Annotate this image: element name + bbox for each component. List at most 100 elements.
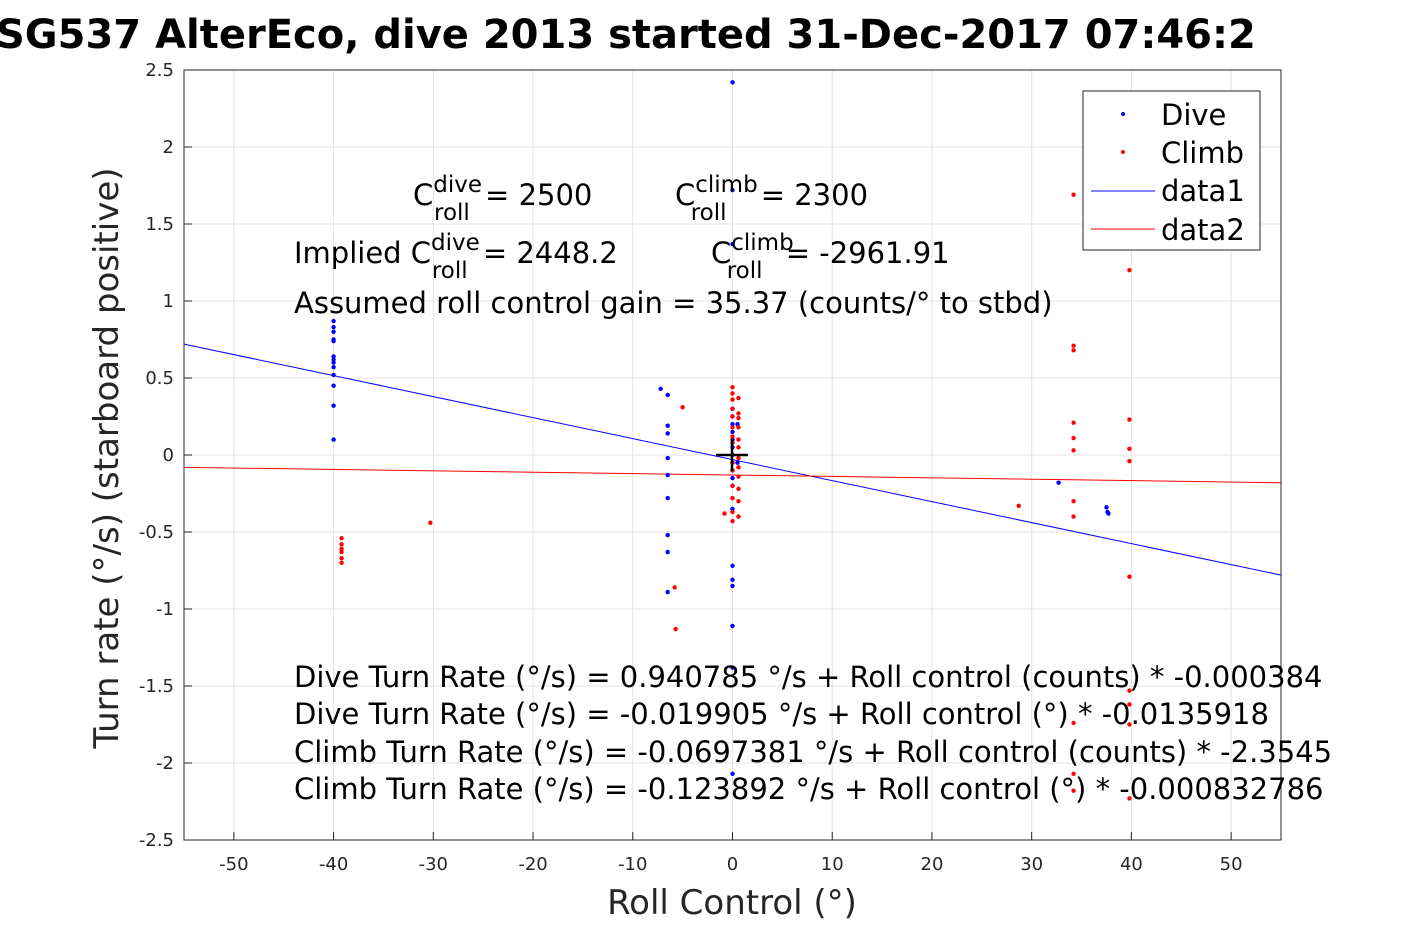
point-dive [331, 360, 336, 365]
point-dive [331, 372, 336, 378]
y-axis-label: Turn rate (°/s) (starboard positive) [87, 167, 127, 749]
point-climb [1071, 788, 1076, 793]
y-tick-label: -0.5 [139, 522, 174, 543]
point-climb [1071, 499, 1076, 504]
annotation-gain: Assumed roll control gain = 35.37 (count… [294, 286, 1053, 320]
point-climb [1071, 720, 1076, 726]
point-climb [1127, 688, 1132, 693]
point-dive [665, 549, 670, 555]
x-tick-label: 50 [1220, 854, 1243, 875]
point-dive [730, 422, 735, 427]
point-dive [730, 623, 735, 629]
point-dive [730, 577, 735, 582]
point-climb [730, 406, 735, 411]
point-dive [331, 324, 336, 330]
point-dive [1056, 480, 1061, 485]
point-climb [730, 385, 735, 390]
point-climb [1127, 722, 1132, 727]
point-climb [730, 425, 735, 430]
y-tick-label: -2.5 [139, 830, 174, 851]
x-tick-label: 20 [921, 854, 944, 875]
point-climb [339, 546, 344, 552]
point-climb [339, 535, 344, 541]
point-dive [730, 187, 735, 193]
point-dive [331, 318, 336, 324]
legend-data2-label: data2 [1161, 213, 1245, 247]
point-climb [1127, 796, 1132, 801]
x-axis-label: Roll Control (°) [607, 883, 857, 923]
y-tick-label: 1 [163, 291, 174, 312]
point-climb [428, 520, 433, 525]
x-tick-label: -20 [518, 854, 547, 875]
point-dive [331, 403, 336, 408]
point-climb [736, 486, 741, 492]
point-climb [339, 555, 344, 561]
x-tick-label: 30 [1020, 854, 1043, 875]
legend: Dive Climb data1 data2 [1082, 90, 1261, 251]
point-climb [1127, 574, 1132, 579]
y-tick-label: 1.5 [145, 214, 174, 235]
point-climb [722, 511, 727, 516]
y-tick-label: 0 [163, 445, 174, 466]
annotation-eq1: Dive Turn Rate (°/s) = 0.940785 °/s + Ro… [294, 660, 1322, 694]
point-climb [1127, 417, 1132, 422]
point-climb [680, 405, 685, 410]
point-climb [736, 499, 741, 504]
point-dive [730, 563, 735, 569]
point-dive [331, 338, 336, 344]
x-tick-label: 0 [727, 854, 738, 875]
chart-title: SG537 AlterEco, dive 2013 started 31-Dec… [0, 12, 1256, 58]
point-climb [1071, 514, 1076, 519]
point-climb [730, 483, 735, 488]
legend-dive-label: Dive [1161, 98, 1226, 132]
x-tick-label: 40 [1120, 854, 1143, 875]
point-climb [672, 585, 677, 590]
point-climb [736, 415, 741, 421]
point-dive [331, 357, 336, 362]
point-climb [1071, 435, 1076, 441]
point-climb [736, 474, 741, 479]
point-dive [665, 589, 670, 595]
annotation-eq4: Climb Turn Rate (°/s) = -0.123892 °/s + … [294, 772, 1324, 806]
y-tick-label: 2.5 [145, 60, 174, 81]
point-dive [665, 431, 670, 436]
point-climb [1071, 343, 1076, 348]
y-tick-label: 2 [163, 137, 174, 158]
point-climb [730, 519, 735, 524]
point-climb [736, 437, 741, 442]
annotation-c-climb: Cclimb roll = 2300 [675, 172, 868, 226]
point-dive [665, 423, 670, 428]
x-tick-label: -50 [219, 854, 248, 875]
point-climb [736, 395, 741, 401]
point-climb [1071, 771, 1076, 776]
x-tick-label: -10 [618, 854, 647, 875]
annotation-eq2: Dive Turn Rate (°/s) = -0.019905 °/s + R… [294, 697, 1269, 731]
point-dive [665, 532, 670, 538]
point-climb [1071, 448, 1076, 453]
point-climb [730, 434, 735, 439]
point-dive [331, 365, 336, 370]
point-climb [730, 495, 735, 501]
point-climb [730, 414, 735, 419]
point-dive [331, 383, 336, 388]
point-climb [730, 509, 735, 515]
point-climb [339, 560, 344, 565]
point-climb [736, 455, 741, 461]
point-dive [730, 429, 735, 435]
annotation-implied-climb: Cclimb roll = -2961.91 [711, 230, 950, 284]
point-dive [665, 455, 670, 461]
point-climb [1071, 348, 1076, 353]
point-climb [730, 397, 735, 402]
point-climb [1127, 446, 1132, 452]
point-climb [736, 465, 741, 470]
point-dive [331, 354, 336, 359]
y-tick-label: -2 [156, 753, 174, 774]
point-dive [665, 495, 670, 501]
point-climb [736, 411, 741, 416]
legend-dive-marker [1121, 112, 1125, 116]
point-climb [673, 626, 678, 632]
point-dive [1104, 505, 1109, 510]
point-climb [339, 542, 344, 547]
point-climb [1016, 503, 1021, 509]
